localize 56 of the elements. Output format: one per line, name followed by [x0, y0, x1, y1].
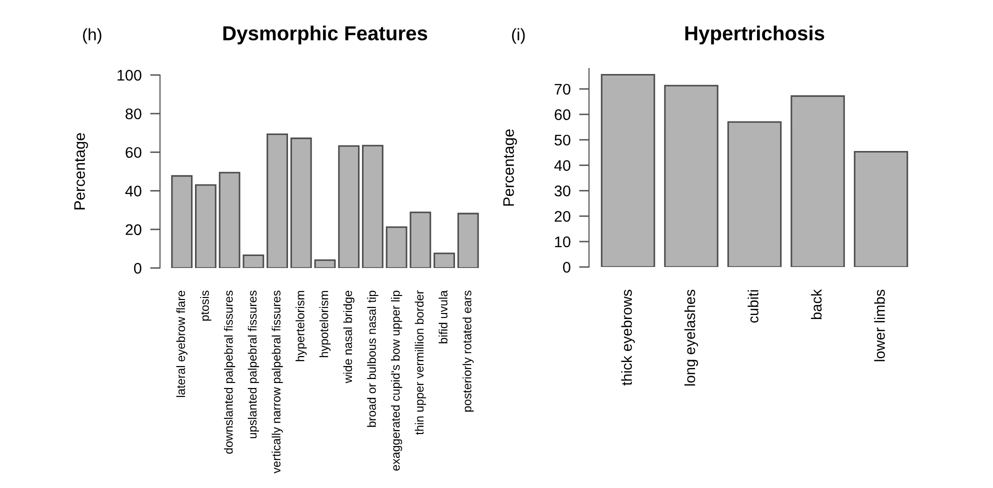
y-tick-label: 10 — [555, 236, 570, 248]
y-axis-title: Percentage — [74, 133, 88, 210]
y-tick-label: 30 — [554, 186, 570, 196]
bar — [410, 212, 432, 268]
x-tick-label: thin upper vermillion border — [414, 290, 426, 435]
bar — [386, 226, 408, 268]
y-tick-label: 20 — [554, 210, 570, 222]
bar — [338, 145, 360, 268]
y-axis-title: Percentage — [503, 129, 517, 206]
bar — [600, 74, 656, 267]
x-tick-label: cubiti — [748, 290, 758, 323]
x-tick-label: thick eyebrows — [621, 290, 635, 386]
chart-title: Hypertrichosis — [685, 26, 824, 44]
text: (i) — [512, 28, 525, 44]
y-tick-label: 40 — [125, 186, 142, 196]
x-tick-label: lower limbs — [874, 290, 885, 362]
x-tick-label: downslanted palpebral fissures — [224, 290, 236, 454]
bar — [314, 259, 336, 268]
x-tick-label: lateral eyebrow flare — [176, 290, 188, 397]
bar — [242, 254, 264, 268]
x-tick-label: upslanted palpebral fissures — [248, 290, 259, 438]
bar — [195, 184, 216, 268]
x-tick-label: hypotelorism — [319, 291, 331, 358]
y-tick-label: 70 — [554, 84, 570, 95]
y-tick-label: 80 — [126, 108, 142, 120]
bar — [854, 151, 908, 267]
y-tick-label: 60 — [126, 147, 142, 158]
x-tick-label: back — [810, 289, 822, 320]
y-tick-label: 0 — [563, 262, 570, 273]
bar — [664, 84, 718, 267]
bar — [434, 252, 455, 268]
x-tick-label: exaggerated cupid's bow upper lip — [391, 290, 402, 471]
bar — [457, 212, 479, 268]
y-tick-label: 50 — [554, 134, 570, 146]
x-tick-label: bifid uvula — [438, 290, 448, 344]
y-tick-label: 0 — [134, 262, 142, 274]
bar — [218, 172, 240, 268]
x-tick-label: posteriorly rotated ears — [462, 290, 474, 412]
bar — [290, 138, 312, 268]
y-tick-label: 40 — [554, 160, 570, 171]
bar — [727, 121, 782, 267]
chart-title: Dysmorphic Features — [223, 26, 428, 44]
x-tick-label: ptosis — [200, 290, 212, 321]
bar — [171, 175, 193, 268]
x-tick-label: vertically narrow palpebral fissures — [272, 290, 283, 474]
text: (h) — [83, 28, 102, 44]
x-tick-label: long eyelashes — [684, 290, 698, 386]
bar — [362, 144, 384, 268]
x-tick-label: wide nasal bridge — [343, 290, 354, 384]
y-tick-label: 20 — [126, 224, 142, 236]
bar — [266, 133, 288, 268]
y-tick-label: 60 — [554, 109, 570, 120]
bar — [790, 95, 845, 267]
x-tick-label: hypertelorism — [296, 291, 307, 362]
y-tick-label: 100 — [118, 70, 142, 81]
x-tick-label: broad or bulbous nasal tip — [367, 290, 378, 427]
